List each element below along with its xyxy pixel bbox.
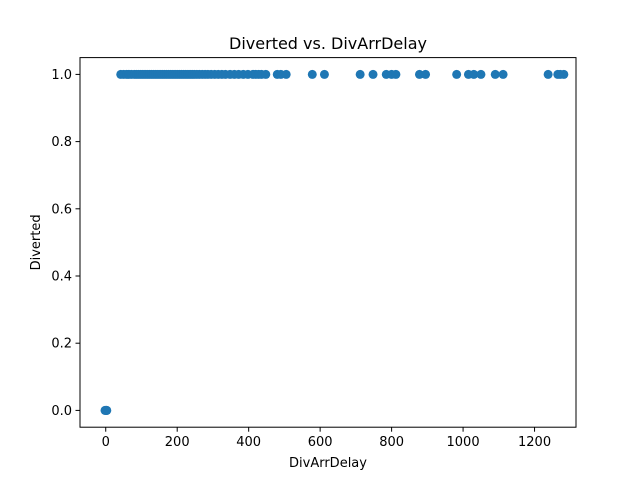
y-tick-label: 1.0 (51, 68, 72, 83)
data-point (469, 69, 479, 79)
y-tick-label: 0.6 (51, 202, 72, 217)
data-point (281, 69, 291, 79)
data-point (100, 405, 110, 415)
x-tick-label: 1200 (518, 435, 551, 450)
data-point (476, 69, 486, 79)
data-point (421, 69, 431, 79)
y-tick-label: 0.2 (51, 337, 72, 352)
data-point (368, 69, 378, 79)
x-axis-ticks: 0 200 400 600 800 1000 1200 (102, 427, 551, 450)
data-point (391, 69, 401, 79)
y-axis-label: Diverted (29, 214, 44, 270)
x-tick-label: 800 (379, 435, 404, 450)
plot-frame (79, 57, 577, 428)
chart-title: Diverted vs. DivArrDelay (229, 34, 427, 53)
x-tick-label: 600 (308, 435, 333, 450)
data-point (261, 69, 271, 79)
x-tick-label: 1000 (447, 435, 480, 450)
y-tick-label: 0.0 (51, 404, 72, 419)
data-point (498, 69, 508, 79)
x-tick-label: 0 (102, 435, 110, 450)
x-axis-label: DivArrDelay (289, 456, 367, 471)
x-tick-label: 200 (165, 435, 190, 450)
y-tick-label: 0.8 (51, 135, 72, 150)
data-point (319, 69, 329, 79)
y-tick-label: 0.4 (51, 270, 72, 285)
x-tick-label: 400 (236, 435, 261, 450)
data-point (490, 69, 500, 79)
data-point (307, 69, 317, 79)
data-point (452, 69, 462, 79)
data-point (543, 69, 553, 79)
data-points (100, 69, 569, 415)
data-point (559, 69, 569, 79)
data-point (355, 69, 365, 79)
y-axis-ticks: 0.0 0.2 0.4 0.6 0.8 1.0 (51, 68, 80, 419)
